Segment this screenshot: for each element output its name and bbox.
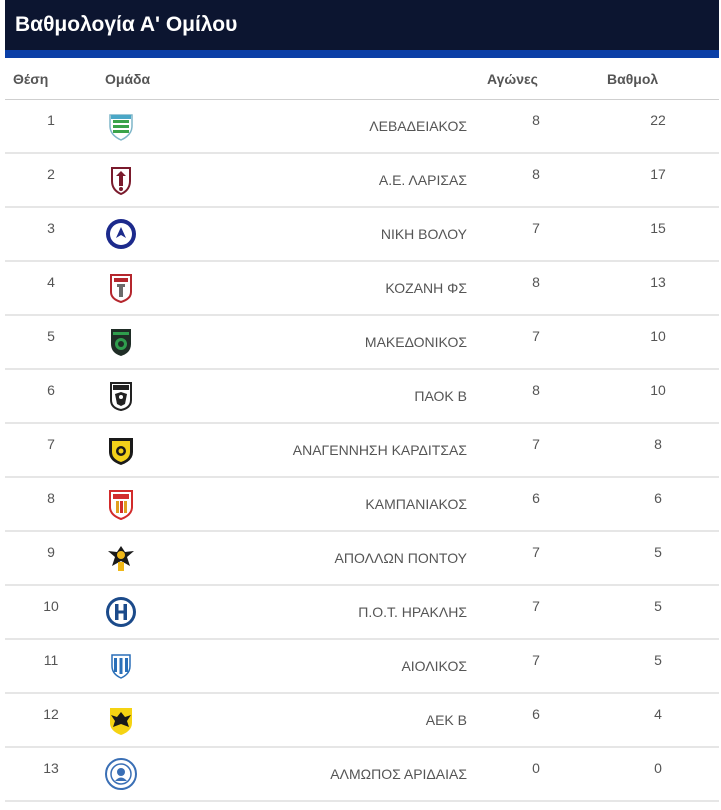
row-position: 4 — [47, 274, 55, 290]
row-position: 6 — [47, 382, 55, 398]
ae-larisas-crest-icon — [105, 164, 137, 196]
points: 22 — [650, 112, 666, 128]
team-name[interactable]: ΚΑΜΠΑΝΙΑΚΟΣ — [365, 496, 467, 512]
team-name[interactable]: ΠΑΟΚ Β — [414, 388, 467, 404]
table-row[interactable]: 4 ΚΟΖΑΝΗ ΦΣ 8 13 — [5, 262, 719, 316]
points: 6 — [654, 490, 662, 506]
row-position: 11 — [43, 652, 59, 668]
points: 0 — [654, 760, 662, 776]
row-position: 8 — [47, 490, 55, 506]
page-title: Βαθμολογία Α' Ομίλου — [15, 13, 238, 36]
column-header-team[interactable]: Ομάδα — [105, 71, 151, 87]
kozani-crest-icon — [105, 272, 137, 304]
team-name[interactable]: ΑΝΑΓΕΝΝΗΣΗ ΚΑΡΔΙΤΣΑΣ — [292, 442, 467, 458]
games-played: 7 — [532, 328, 540, 344]
table-row[interactable]: 9 ΑΠΟΛΛΩΝ ΠΟΝΤΟΥ 7 5 — [5, 532, 719, 586]
table-row[interactable]: 3 ΝΙΚΗ ΒΟΛΟΥ 7 15 — [5, 208, 719, 262]
aek-crest-icon — [105, 704, 137, 736]
column-header-points[interactable]: Βαθμολ — [607, 71, 659, 87]
team-name[interactable]: ΜΑΚΕΔΟΝΙΚΟΣ — [364, 334, 467, 350]
games-played: 6 — [532, 706, 540, 722]
team-name[interactable]: ΑΕΚ Β — [425, 712, 467, 728]
team-name[interactable]: ΚΟΖΑΝΗ ΦΣ — [385, 280, 467, 296]
row-position: 10 — [43, 598, 59, 614]
team-name[interactable]: ΝΙΚΗ ΒΟΛΟΥ — [380, 226, 467, 242]
row-position: 2 — [47, 166, 55, 182]
table-row[interactable]: 6 ΠΑΟΚ Β 8 10 — [5, 370, 719, 424]
games-played: 8 — [532, 166, 540, 182]
games-played: 8 — [532, 382, 540, 398]
makedonikos-crest-icon — [105, 326, 137, 358]
games-played: 8 — [532, 274, 540, 290]
points: 13 — [650, 274, 666, 290]
kampaniakos-crest-icon — [105, 488, 137, 520]
column-header-position[interactable]: Θέση — [13, 71, 49, 87]
niki-volou-crest-icon — [105, 218, 137, 250]
games-played: 7 — [532, 544, 540, 560]
points: 5 — [654, 544, 662, 560]
paok-crest-icon — [105, 380, 137, 412]
standings-table: 1 ΛΕΒΑΔΕΙΑΚΟΣ 8 22 2 Α.Ε. ΛΑΡΙΣΑΣ 8 17 — [5, 100, 719, 802]
row-position: 9 — [47, 544, 55, 560]
anagennisi-crest-icon — [105, 434, 137, 466]
team-name[interactable]: Α.Ε. ΛΑΡΙΣΑΣ — [378, 172, 467, 188]
row-position: 7 — [47, 436, 55, 452]
aiolikos-crest-icon — [105, 650, 137, 682]
team-name[interactable]: Π.Ο.Τ. ΗΡΑΚΛΗΣ — [358, 604, 467, 620]
points: 15 — [650, 220, 666, 236]
apollon-pontou-crest-icon — [105, 542, 137, 574]
games-played: 8 — [532, 112, 540, 128]
table-row[interactable]: 10 Π.Ο.Τ. ΗΡΑΚΛΗΣ 7 5 — [5, 586, 719, 640]
table-row[interactable]: 2 Α.Ε. ΛΑΡΙΣΑΣ 8 17 — [5, 154, 719, 208]
table-row[interactable]: 8 ΚΑΜΠΑΝΙΑΚΟΣ 6 6 — [5, 478, 719, 532]
table-row[interactable]: 13 ΑΛΜΩΠΟΣ ΑΡΙΔΑΙΑΣ 0 0 — [5, 748, 719, 802]
column-header-games[interactable]: Αγώνες — [487, 71, 538, 87]
table-row[interactable]: 5 ΜΑΚΕΔΟΝΙΚΟΣ 7 10 — [5, 316, 719, 370]
games-played: 6 — [532, 490, 540, 506]
almopos-crest-icon — [105, 758, 137, 790]
team-name[interactable]: ΑΠΟΛΛΩΝ ΠΟΝΤΟΥ — [334, 550, 467, 566]
table-row[interactable]: 12 ΑΕΚ Β 6 4 — [5, 694, 719, 748]
iraklis-crest-icon — [105, 596, 137, 628]
row-position: 3 — [47, 220, 55, 236]
team-name[interactable]: ΛΕΒΑΔΕΙΑΚΟΣ — [369, 118, 467, 134]
table-row[interactable]: 1 ΛΕΒΑΔΕΙΑΚΟΣ 8 22 — [5, 100, 719, 154]
levadeiakos-crest-icon — [105, 110, 137, 142]
points: 4 — [654, 706, 662, 722]
row-position: 1 — [47, 112, 55, 128]
points: 5 — [654, 598, 662, 614]
accent-bar — [5, 50, 719, 58]
team-name[interactable]: ΑΛΜΩΠΟΣ ΑΡΙΔΑΙΑΣ — [330, 766, 467, 782]
row-position: 5 — [47, 328, 55, 344]
points: 5 — [654, 652, 662, 668]
table-row[interactable]: 7 ΑΝΑΓΕΝΝΗΣΗ ΚΑΡΔΙΤΣΑΣ 7 8 — [5, 424, 719, 478]
row-position: 12 — [43, 706, 59, 722]
team-name[interactable]: ΑΙΟΛΙΚΟΣ — [401, 658, 467, 674]
games-played: 7 — [532, 598, 540, 614]
games-played: 7 — [532, 652, 540, 668]
games-played: 0 — [532, 760, 540, 776]
games-played: 7 — [532, 220, 540, 236]
points: 10 — [650, 382, 666, 398]
table-header: Θέση Ομάδα Αγώνες Βαθμολ — [5, 58, 719, 100]
points: 10 — [650, 328, 666, 344]
row-position: 13 — [43, 760, 59, 776]
games-played: 7 — [532, 436, 540, 452]
table-row[interactable]: 11 ΑΙΟΛΙΚΟΣ 7 5 — [5, 640, 719, 694]
title-bar: Βαθμολογία Α' Ομίλου — [5, 0, 719, 50]
points: 17 — [650, 166, 666, 182]
points: 8 — [654, 436, 662, 452]
